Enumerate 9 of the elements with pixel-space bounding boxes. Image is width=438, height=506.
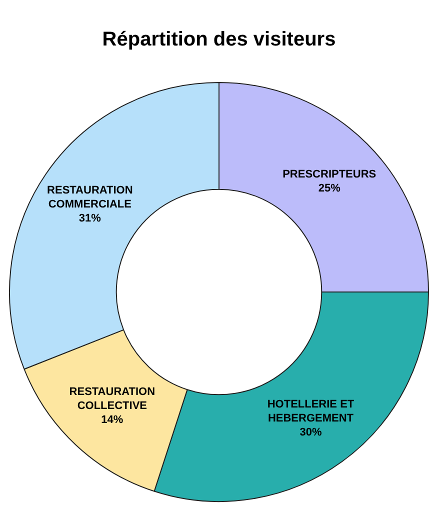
data-label: 30% (300, 426, 322, 438)
slice-label: HOTELLERIE ET HEBERGEMENT (267, 398, 354, 424)
slice-label: RESTAURATION COLLECTIVE (69, 386, 156, 412)
data-label: 25% (318, 182, 341, 195)
data-label: 14% (101, 414, 124, 426)
slice-label: RESTAURATION COMMERCIALE (47, 184, 133, 210)
chart-title: Répartition des visiteurs (102, 28, 336, 51)
slice-label: PRESCRIPTEURS (282, 168, 376, 181)
data-label: 31% (78, 212, 102, 224)
